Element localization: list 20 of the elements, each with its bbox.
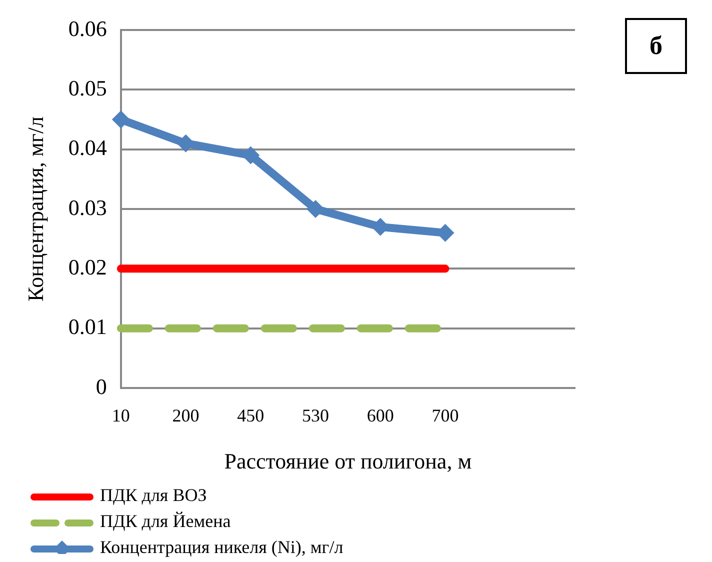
y-tick-label: 0.04	[68, 135, 107, 160]
y-tick-label: 0.05	[68, 75, 107, 100]
text: б	[625, 18, 687, 74]
y-tick-label: 0	[96, 374, 107, 399]
point	[112, 110, 130, 128]
y-tick-label: 0.03	[68, 194, 107, 220]
y-tick-label: 0.02	[68, 254, 107, 280]
x-tick-label: 450	[237, 406, 264, 426]
y-axis-title: Концентрация, мг/л	[22, 116, 48, 302]
x-tick-label: 200	[172, 406, 200, 426]
x-tick-label: 700	[432, 406, 459, 426]
x-axis-title: Расстояние от полигона, м	[224, 448, 472, 474]
legend-label: ПДК для Йемена	[100, 510, 231, 532]
x-tick-label: 600	[366, 406, 394, 426]
legend-label: Концентрация никеля (Ni), мг/л	[100, 536, 344, 558]
x-tick-label: 10	[112, 406, 130, 426]
x-tick-label: 530	[302, 406, 330, 426]
y-tick-label: 0.06	[68, 16, 107, 41]
legend-label: ПДК для ВОЗ	[100, 484, 207, 506]
y-tick-label: 0.01	[68, 314, 107, 340]
